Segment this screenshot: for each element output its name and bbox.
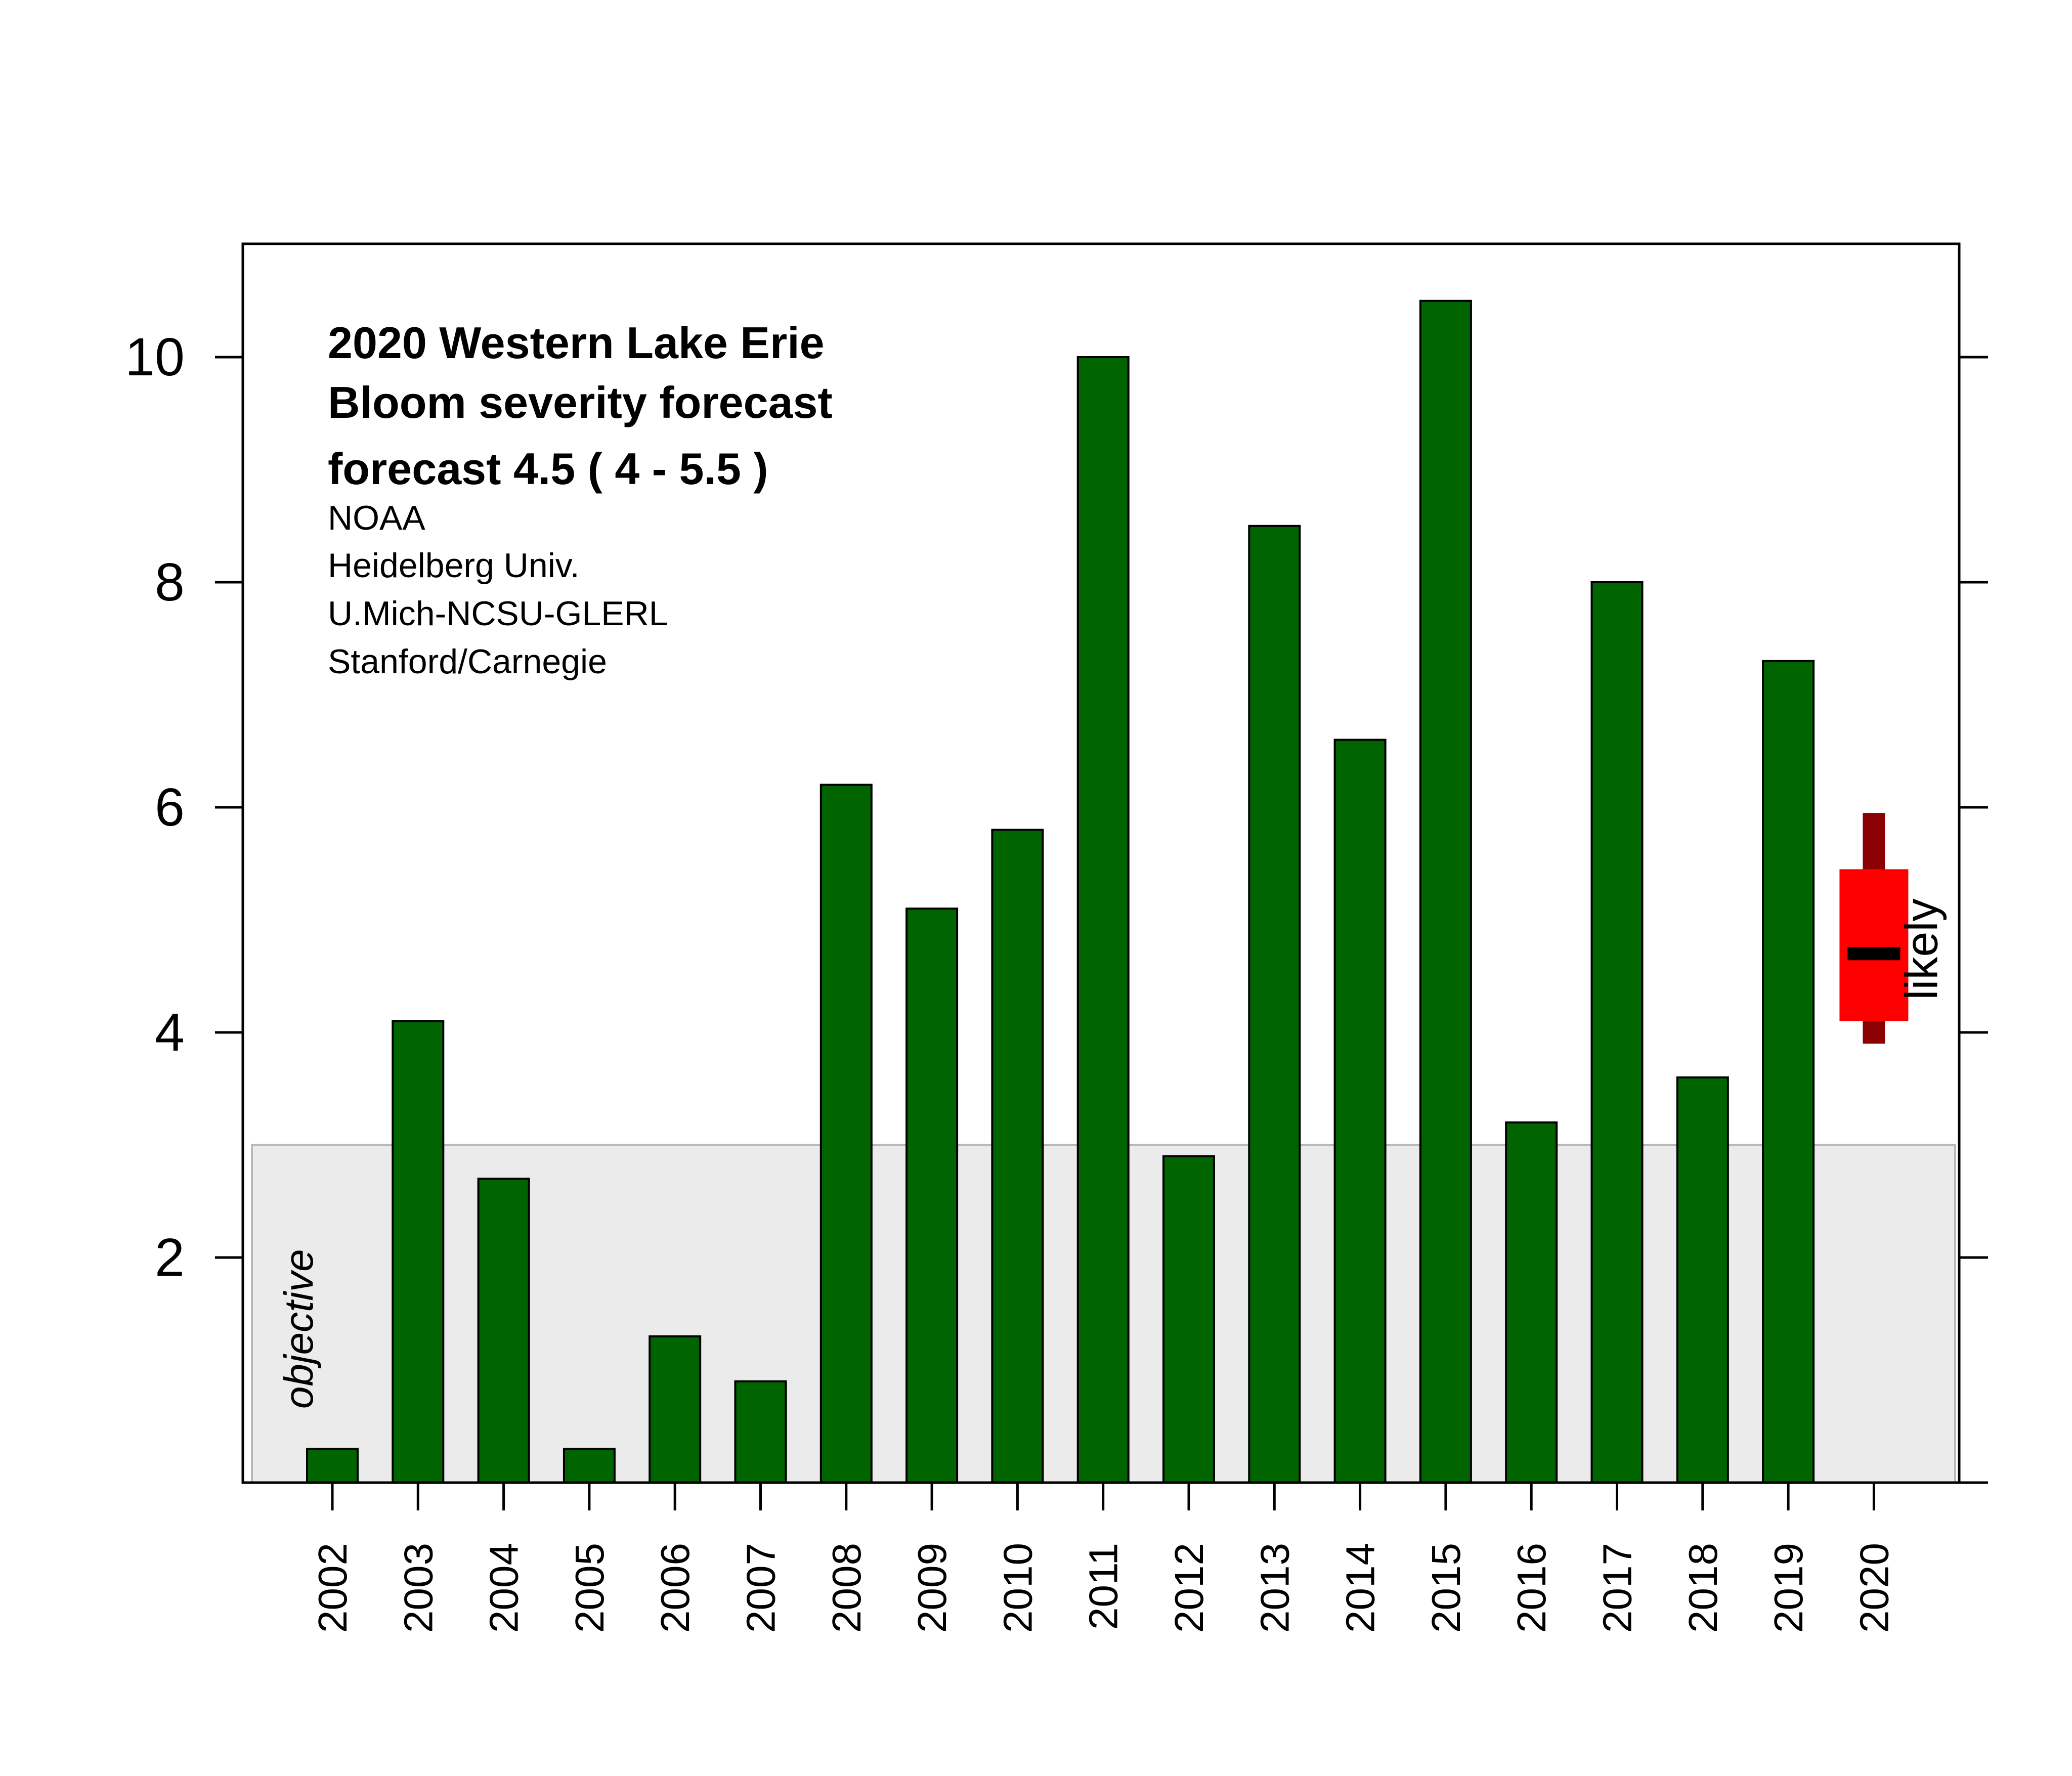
forecast-likely-range bbox=[1839, 869, 1909, 1021]
x-tick-label-2020: 2020 bbox=[1851, 1543, 1896, 1633]
x-tick-label-2017: 2017 bbox=[1595, 1543, 1640, 1633]
y-tick-label: 4 bbox=[155, 1003, 185, 1062]
forecast-likely-label: likely bbox=[1896, 899, 1947, 1000]
bar-2014 bbox=[1333, 739, 1387, 1484]
bar-2008 bbox=[819, 784, 873, 1484]
bar-2016 bbox=[1505, 1121, 1558, 1484]
bar-2005 bbox=[563, 1448, 616, 1484]
bar-2010 bbox=[991, 829, 1044, 1484]
bar-2011 bbox=[1076, 356, 1130, 1484]
bar-2012 bbox=[1162, 1155, 1215, 1484]
y-tick-label: 2 bbox=[155, 1228, 185, 1287]
bar-2007 bbox=[734, 1380, 787, 1484]
x-tick-label-2002: 2002 bbox=[310, 1543, 355, 1633]
x-tick-label-2009: 2009 bbox=[910, 1543, 955, 1633]
x-tick-label-2003: 2003 bbox=[396, 1543, 441, 1633]
forecast-layer: likely bbox=[1839, 813, 1947, 1044]
x-tick-label-2004: 2004 bbox=[482, 1543, 527, 1633]
y-axis: 2 4 6 8 10 bbox=[125, 327, 1988, 1484]
bar-2015 bbox=[1419, 299, 1472, 1484]
x-tick-label-2007: 2007 bbox=[739, 1543, 784, 1633]
x-tick-label-2006: 2006 bbox=[653, 1543, 698, 1633]
x-tick-label-2014: 2014 bbox=[1338, 1543, 1383, 1633]
annotation-layer: 2020 Western Lake Erie Bloom severity for… bbox=[276, 318, 833, 1409]
bars-layer bbox=[306, 299, 1815, 1484]
x-tick-label-2013: 2013 bbox=[1252, 1543, 1297, 1633]
forecast-title-line: Bloom severity forecast bbox=[328, 377, 833, 427]
bar-2004 bbox=[477, 1178, 530, 1484]
credit-line: Heidelberg Univ. bbox=[328, 546, 580, 585]
x-tick-label-2008: 2008 bbox=[824, 1543, 869, 1633]
bar-2002 bbox=[306, 1448, 359, 1484]
x-tick-label-2012: 2012 bbox=[1167, 1543, 1212, 1633]
forecast-title-line: forecast 4.5 ( 4 - 5.5 ) bbox=[328, 444, 768, 494]
credit-line: Stanford/Carnegie bbox=[328, 642, 607, 681]
forecast-likely-value bbox=[1847, 947, 1901, 961]
bar-2003 bbox=[392, 1020, 445, 1484]
y-tick-label: 10 bbox=[125, 327, 185, 387]
x-tick-label-2005: 2005 bbox=[567, 1543, 612, 1633]
bar-2013 bbox=[1248, 525, 1301, 1484]
bar-2017 bbox=[1590, 581, 1644, 1484]
bar-2019 bbox=[1762, 660, 1815, 1484]
objective-label: objective bbox=[276, 1249, 321, 1409]
x-axis: 2002 2003 2004 2005 2006 2007 2008 2009 2010 2011… bbox=[243, 1481, 1988, 1633]
y-tick-label: 8 bbox=[155, 552, 185, 612]
x-tick-label-2018: 2018 bbox=[1680, 1543, 1725, 1633]
forecast-title-line: 2020 Western Lake Erie bbox=[328, 318, 825, 368]
x-tick-label-2015: 2015 bbox=[1423, 1543, 1469, 1633]
bar-2006 bbox=[649, 1335, 702, 1484]
y-tick-label: 6 bbox=[155, 777, 185, 837]
credit-line: NOAA bbox=[328, 499, 425, 537]
x-tick-label-2010: 2010 bbox=[995, 1543, 1040, 1633]
x-tick-label-2019: 2019 bbox=[1766, 1543, 1811, 1633]
x-tick-label-2011: 2011 bbox=[1081, 1543, 1126, 1630]
bar-2018 bbox=[1676, 1076, 1729, 1484]
x-tick-label-2016: 2016 bbox=[1509, 1543, 1554, 1633]
credit-line: U.Mich-NCSU-GLERL bbox=[328, 594, 668, 633]
bar-2009 bbox=[905, 907, 959, 1484]
